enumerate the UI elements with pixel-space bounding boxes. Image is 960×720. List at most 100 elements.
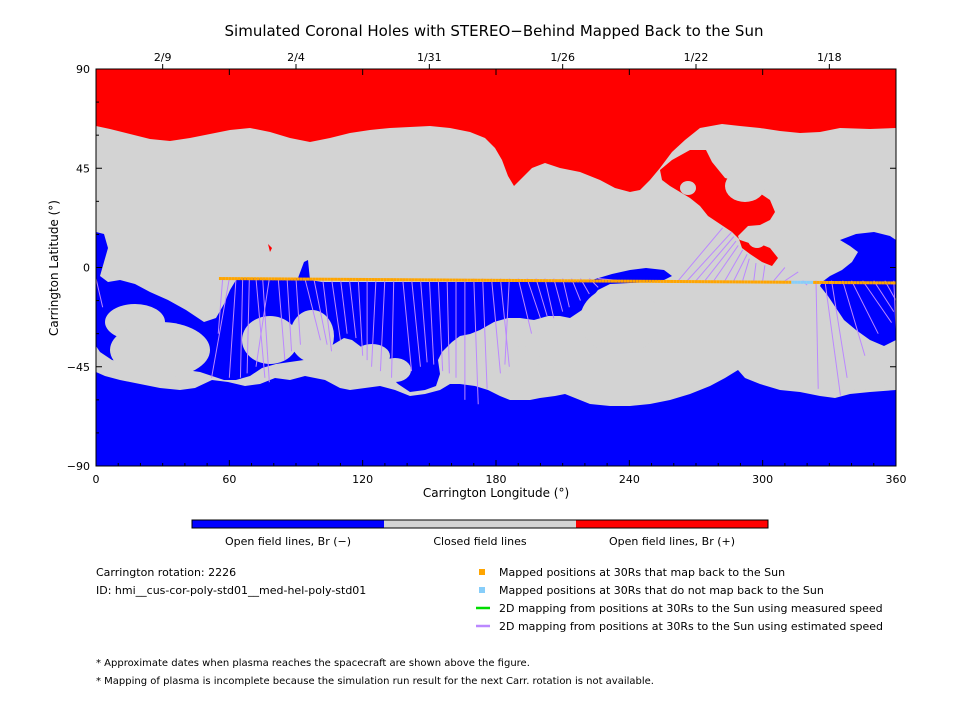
mapped-position-point <box>377 278 381 282</box>
estimated-speed-line <box>526 278 541 319</box>
mapped-position-point <box>523 279 527 283</box>
mapped-position-point <box>421 278 425 282</box>
x-tick-label: 180 <box>486 473 507 486</box>
mapped-position-point <box>411 278 415 282</box>
mapped-position-point <box>607 279 611 283</box>
date-tick-label: 2/9 <box>154 51 172 64</box>
mapped-position-point <box>642 279 646 283</box>
mapped-position-point <box>582 279 586 283</box>
estimated-speed-line <box>331 278 341 341</box>
mapped-position-point <box>343 277 347 281</box>
mapped-position-point <box>881 281 885 285</box>
unmapped-position-point <box>810 280 814 284</box>
note-dates: * Approximate dates when plasma reaches … <box>96 658 530 669</box>
date-tick-label: 2/4 <box>287 51 305 64</box>
estimated-speed-line <box>239 278 244 378</box>
mapped-position-point <box>418 278 422 282</box>
estimated-speed-line <box>824 280 841 396</box>
estimated-speed-line <box>428 278 435 365</box>
legend-label: 2D mapping from positions at 30Rs to the… <box>499 620 883 633</box>
mapped-position-point <box>362 277 366 281</box>
estimated-speed-line <box>695 236 735 282</box>
mapped-position-point <box>312 277 316 281</box>
closed-island-3 <box>748 232 766 248</box>
estimated-speed-line <box>873 280 895 312</box>
rotation-value: 2226 <box>208 566 236 579</box>
mapped-position-point <box>414 278 418 282</box>
mapped-position-point <box>838 281 842 285</box>
date-tick-label: 1/22 <box>684 51 709 64</box>
mapped-position-point <box>551 279 555 283</box>
mapped-position-point <box>486 278 490 282</box>
mapped-position-point <box>573 279 577 283</box>
mapped-position-point <box>508 278 512 282</box>
estimated-speed-line <box>504 278 510 365</box>
mapped-position-point <box>785 280 789 284</box>
mapped-position-point <box>439 278 443 282</box>
mapped-position-point <box>828 281 832 285</box>
mapped-position-point <box>449 278 453 282</box>
mapped-position-point <box>340 277 344 281</box>
chart-title: Simulated Coronal Holes with STEREO−Behi… <box>225 22 764 40</box>
mapped-position-point <box>464 278 468 282</box>
mapped-position-point <box>396 278 400 282</box>
mapped-position-point <box>218 277 222 281</box>
mapped-position-point <box>256 277 260 281</box>
estimated-speed-line <box>96 278 104 308</box>
mapped-position-point <box>651 279 655 283</box>
x-axis: 0 60 120 180 240 300 360 <box>93 69 907 486</box>
closed-island-1 <box>725 170 765 202</box>
mapped-position-point <box>259 277 263 281</box>
estimated-speed-line <box>842 280 866 356</box>
mapped-position-point <box>666 279 670 283</box>
mapped-position-point <box>620 279 624 283</box>
estimated-speed-line <box>304 278 321 341</box>
mapped-position-point <box>278 277 282 281</box>
mapped-position-point <box>688 280 692 284</box>
mapped-position-point <box>567 279 571 283</box>
legend-square-marker <box>479 569 485 575</box>
mapped-position-point <box>346 277 350 281</box>
north-polar-open-positive-region <box>96 69 896 192</box>
mapped-position-point <box>872 281 876 285</box>
mapped-position-point <box>243 277 247 281</box>
eastern-open-negative-region <box>820 232 896 346</box>
mapped-position-point <box>498 278 502 282</box>
mapped-position-point <box>648 279 652 283</box>
mapped-position-point <box>495 278 499 282</box>
mapped-position-point <box>673 279 677 283</box>
y-axis-label: Carrington Latitude (°) <box>47 200 61 336</box>
mapped-position-point <box>834 281 838 285</box>
mapped-position-point <box>315 277 319 281</box>
mapped-position-point <box>614 279 618 283</box>
mapped-position-point <box>430 278 434 282</box>
mapped-position-point <box>405 278 409 282</box>
mapped-position-point <box>299 277 303 281</box>
mapped-position-point <box>657 279 661 283</box>
coronal-hole-map <box>96 69 896 466</box>
mapped-position-point <box>623 279 627 283</box>
mapped-position-point <box>890 281 894 285</box>
mapped-position-point <box>520 278 524 282</box>
mapped-position-point <box>526 279 530 283</box>
estimated-speed-line <box>742 258 750 281</box>
mapped-position-point <box>349 277 353 281</box>
mapped-position-point <box>713 280 717 284</box>
colorbar-segment <box>192 520 384 528</box>
mapped-position-point <box>570 279 574 283</box>
estimated-speed-line <box>773 267 786 282</box>
mapped-position-point <box>654 279 658 283</box>
western-open-negative-region <box>96 232 672 392</box>
mapped-position-point <box>726 280 730 284</box>
estimated-speed-line <box>562 278 570 308</box>
estimated-speed-line <box>411 278 421 367</box>
estimated-speed-line <box>313 278 328 345</box>
estimated-speed-line <box>713 245 739 282</box>
mapped-position-point <box>558 279 562 283</box>
date-tick-label: 1/26 <box>550 51 575 64</box>
mapped-position-point <box>368 278 372 282</box>
mapped-position-point <box>318 277 322 281</box>
mapped-position-point <box>246 277 250 281</box>
estimated-speed-line <box>402 278 413 372</box>
mapped-position-point <box>645 279 649 283</box>
